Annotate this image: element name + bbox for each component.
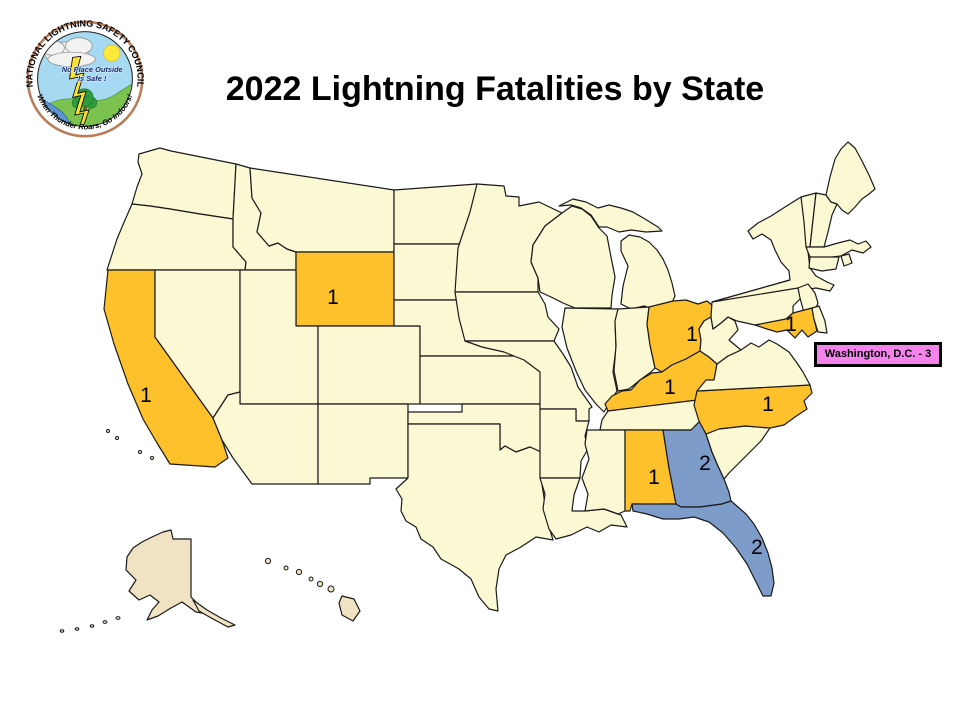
sun-icon [103, 44, 121, 62]
state-va [696, 339, 811, 392]
state-ak [125, 529, 209, 621]
dc-callout: Washington, D.C. - 3 [814, 342, 942, 367]
state-mt [249, 167, 395, 253]
state-ms [581, 429, 626, 515]
channel-islands [106, 429, 154, 460]
states-layer [59, 141, 876, 633]
state-mi [620, 234, 676, 311]
state-nc [693, 384, 813, 435]
state-fl [631, 500, 775, 597]
state-mi-upper [558, 198, 663, 233]
nlsc-logo: No Place Outside Is Safe ! NATIONAL LIGH… [18, 12, 152, 146]
fatality-count-md: 1 [785, 313, 797, 336]
fatality-count-nc: 1 [762, 393, 774, 416]
state-md [754, 307, 818, 339]
page-title: 2022 Lightning Fatalities by State [225, 70, 765, 108]
state-wy [295, 251, 395, 327]
logo-center-line1: No Place Outside [62, 65, 123, 74]
state-co [317, 325, 421, 405]
state-ia [454, 291, 560, 342]
state-ak-southeast-tail [192, 599, 236, 628]
logo-center-line2: Is Safe ! [78, 74, 107, 83]
state-la [539, 477, 628, 540]
state-ct [808, 256, 840, 272]
fatality-count-ky: 1 [664, 376, 676, 399]
fatality-count-oh: 1 [686, 323, 698, 346]
fatality-count-wy: 1 [327, 286, 339, 309]
aleutian-islands [59, 616, 121, 633]
state-hi [264, 557, 361, 622]
state-ks [419, 355, 542, 405]
nlsc-logo-svg: No Place Outside Is Safe ! NATIONAL LIGH… [24, 18, 146, 138]
state-az [212, 391, 319, 485]
fatality-count-al: 1 [648, 466, 660, 489]
state-tx [395, 423, 554, 612]
fatality-count-ca: 1 [140, 384, 152, 407]
state-me [825, 141, 876, 215]
state-nm [317, 403, 409, 485]
fatality-count-fl: 2 [751, 536, 763, 559]
fatality-count-ga: 2 [699, 452, 711, 475]
state-ri [840, 253, 853, 267]
lightning-bolt-icon [69, 55, 90, 126]
fatality-labels-layer: 1 1 1 1 1 1 1 2 2 [140, 286, 797, 559]
state-de [811, 305, 828, 334]
